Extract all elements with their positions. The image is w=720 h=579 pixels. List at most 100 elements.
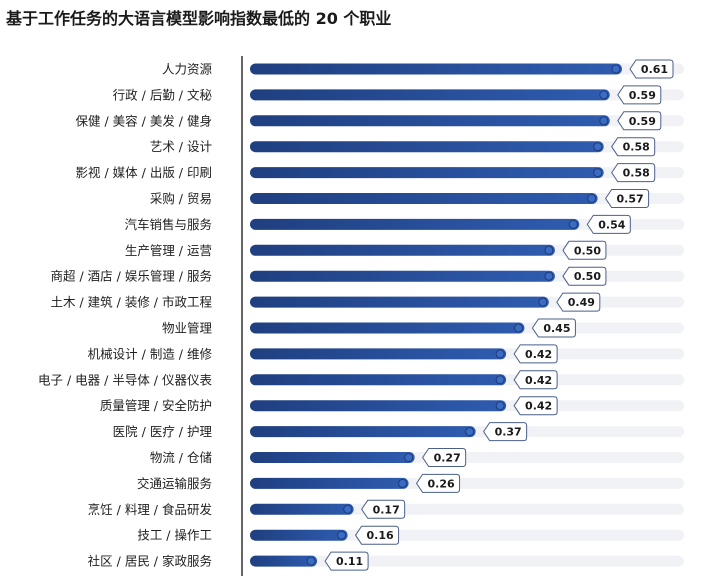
bar	[250, 322, 525, 334]
value-callout: 0.42	[513, 396, 558, 416]
value-label: 0.57	[617, 193, 644, 206]
value-callout-box	[415, 473, 461, 493]
category-label: 土木 / 建筑 / 装修 / 市政工程	[51, 295, 213, 310]
value-label: 0.42	[525, 374, 552, 387]
value-callout: 0.57	[605, 189, 650, 208]
bar	[250, 452, 415, 463]
value-callout: 0.16	[354, 525, 400, 545]
bar-end-dot	[593, 168, 603, 178]
value-callout-box	[617, 85, 662, 105]
value-callout-box	[611, 137, 656, 157]
value-callout-box	[562, 266, 607, 286]
category-label: 物业管理	[162, 321, 213, 336]
value-label: 0.49	[568, 296, 595, 309]
value-label: 0.17	[373, 503, 400, 516]
value-label: 0.58	[623, 167, 650, 180]
value-callout: 0.27	[422, 448, 467, 467]
category-label: 影视 / 媒体 / 出版 / 印刷	[76, 165, 212, 180]
bar-end-dot	[544, 245, 554, 255]
value-callout: 0.26	[415, 473, 461, 493]
bar-end-dot	[538, 297, 548, 307]
bar	[250, 555, 318, 567]
bar-end-dot	[611, 64, 621, 74]
bar	[250, 348, 507, 360]
bar-end-dot	[398, 478, 408, 488]
bar-end-dot	[337, 530, 347, 540]
bar	[250, 426, 476, 438]
value-callout: 0.54	[586, 214, 631, 234]
value-label: 0.54	[598, 218, 625, 231]
value-callout: 0.59	[617, 85, 662, 105]
bar-end-dot	[599, 90, 609, 100]
bar-end-dot	[306, 556, 316, 566]
value-label: 0.58	[623, 141, 650, 154]
category-label: 生产管理 / 运营	[125, 243, 212, 258]
value-callout-box	[611, 163, 656, 183]
bar	[250, 167, 604, 179]
category-label: 社区 / 居民 / 家政服务	[88, 554, 212, 569]
bar-end-dot	[593, 142, 603, 152]
value-label: 0.59	[629, 115, 656, 128]
value-callout-box	[324, 551, 369, 571]
chart-title: 基于工作任务的大语言模型影响指数最低的 20 个职业	[6, 9, 392, 28]
bar-end-dot	[495, 349, 505, 359]
value-label: 0.50	[574, 270, 601, 283]
category-label: 艺术 / 设计	[150, 139, 212, 154]
value-callout: 0.42	[513, 344, 558, 364]
value-callout-box	[586, 214, 631, 234]
value-callout: 0.59	[617, 111, 662, 131]
bar	[250, 115, 610, 127]
value-callout: 0.61	[629, 59, 674, 79]
value-label: 0.16	[367, 529, 394, 542]
value-callout: 0.49	[556, 292, 601, 312]
bar-end-dot	[343, 504, 353, 514]
bar-end-dot	[495, 401, 505, 411]
value-label: 0.27	[434, 452, 461, 465]
value-label: 0.59	[629, 89, 656, 102]
bar	[250, 244, 555, 256]
value-callout-box	[513, 370, 558, 390]
value-callout-box	[556, 292, 601, 312]
bar-end-dot	[544, 271, 554, 281]
bar	[250, 89, 610, 101]
category-label: 汽车销售与服务	[124, 217, 212, 232]
bar	[250, 63, 622, 75]
value-label: 0.42	[525, 400, 552, 413]
bar	[250, 529, 348, 541]
bar	[250, 141, 604, 153]
category-label: 行政 / 后勤 / 文秘	[113, 87, 213, 102]
bar-end-dot	[495, 375, 505, 385]
bar-track	[250, 503, 684, 515]
value-callout: 0.50	[562, 240, 607, 260]
value-callout: 0.58	[611, 163, 656, 183]
value-callout-box	[361, 499, 406, 519]
category-label: 技工 / 操作工	[137, 528, 212, 543]
value-label: 0.37	[495, 426, 522, 439]
value-callout: 0.17	[361, 499, 406, 519]
value-label: 0.26	[427, 477, 454, 490]
value-label: 0.45	[543, 322, 570, 335]
value-callout-box	[531, 318, 576, 338]
category-label: 机械设计 / 制造 / 维修	[88, 346, 213, 361]
value-label: 0.50	[574, 244, 601, 257]
category-label: 交通运输服务	[137, 476, 212, 491]
value-callout-box	[513, 396, 558, 416]
value-label: 0.42	[525, 348, 552, 361]
value-callout: 0.58	[611, 137, 656, 157]
value-callout-box	[354, 525, 400, 545]
category-label: 烹饪 / 料理 / 食品研发	[88, 502, 213, 517]
value-callout-box	[605, 189, 650, 208]
bar-end-dot	[568, 219, 578, 229]
category-label: 采购 / 贸易	[150, 191, 212, 206]
bar	[250, 296, 549, 308]
bar	[250, 270, 555, 282]
category-label: 电子 / 电器 / 半导体 / 仪器仪表	[38, 372, 212, 387]
value-callout-box	[422, 448, 467, 467]
category-label: 物流 / 仓储	[150, 450, 212, 465]
bar	[250, 400, 507, 412]
bar	[250, 477, 409, 489]
bar-end-dot	[513, 323, 523, 333]
category-label: 保健 / 美容 / 美发 / 健身	[76, 113, 212, 128]
bar-end-dot	[465, 427, 475, 437]
